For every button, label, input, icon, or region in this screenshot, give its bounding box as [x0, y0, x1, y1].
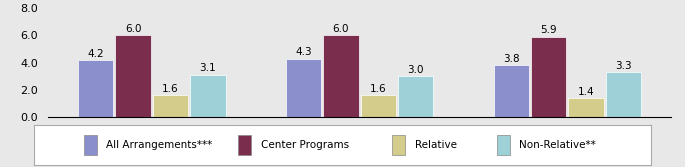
Bar: [531, 37, 566, 117]
Bar: [116, 35, 151, 117]
Text: 3.1: 3.1: [199, 63, 216, 73]
Text: 3.3: 3.3: [615, 61, 632, 71]
Bar: [606, 72, 641, 117]
Text: Non-Relative**: Non-Relative**: [519, 140, 596, 150]
Text: 6.0: 6.0: [333, 24, 349, 34]
Text: 3.0: 3.0: [408, 65, 424, 75]
Text: Center Programs: Center Programs: [260, 140, 349, 150]
Text: All Arrangements***: All Arrangements***: [106, 140, 212, 150]
Text: 5.9: 5.9: [540, 26, 557, 35]
Text: 1.6: 1.6: [162, 84, 179, 94]
Text: 4.2: 4.2: [88, 49, 104, 59]
Bar: [153, 95, 188, 117]
Bar: [398, 76, 434, 117]
Text: 3.8: 3.8: [503, 54, 520, 64]
Bar: [494, 65, 529, 117]
Bar: [78, 60, 114, 117]
Bar: [361, 95, 396, 117]
Bar: [569, 98, 603, 117]
Bar: [323, 35, 358, 117]
Text: 4.3: 4.3: [295, 47, 312, 57]
Text: 1.6: 1.6: [370, 84, 386, 94]
Text: 6.0: 6.0: [125, 24, 141, 34]
Text: 1.4: 1.4: [577, 87, 595, 97]
FancyBboxPatch shape: [238, 135, 251, 155]
FancyBboxPatch shape: [497, 135, 510, 155]
Bar: [286, 59, 321, 117]
FancyBboxPatch shape: [84, 135, 97, 155]
FancyBboxPatch shape: [392, 135, 406, 155]
Text: Relative: Relative: [414, 140, 457, 150]
Bar: [190, 75, 225, 117]
